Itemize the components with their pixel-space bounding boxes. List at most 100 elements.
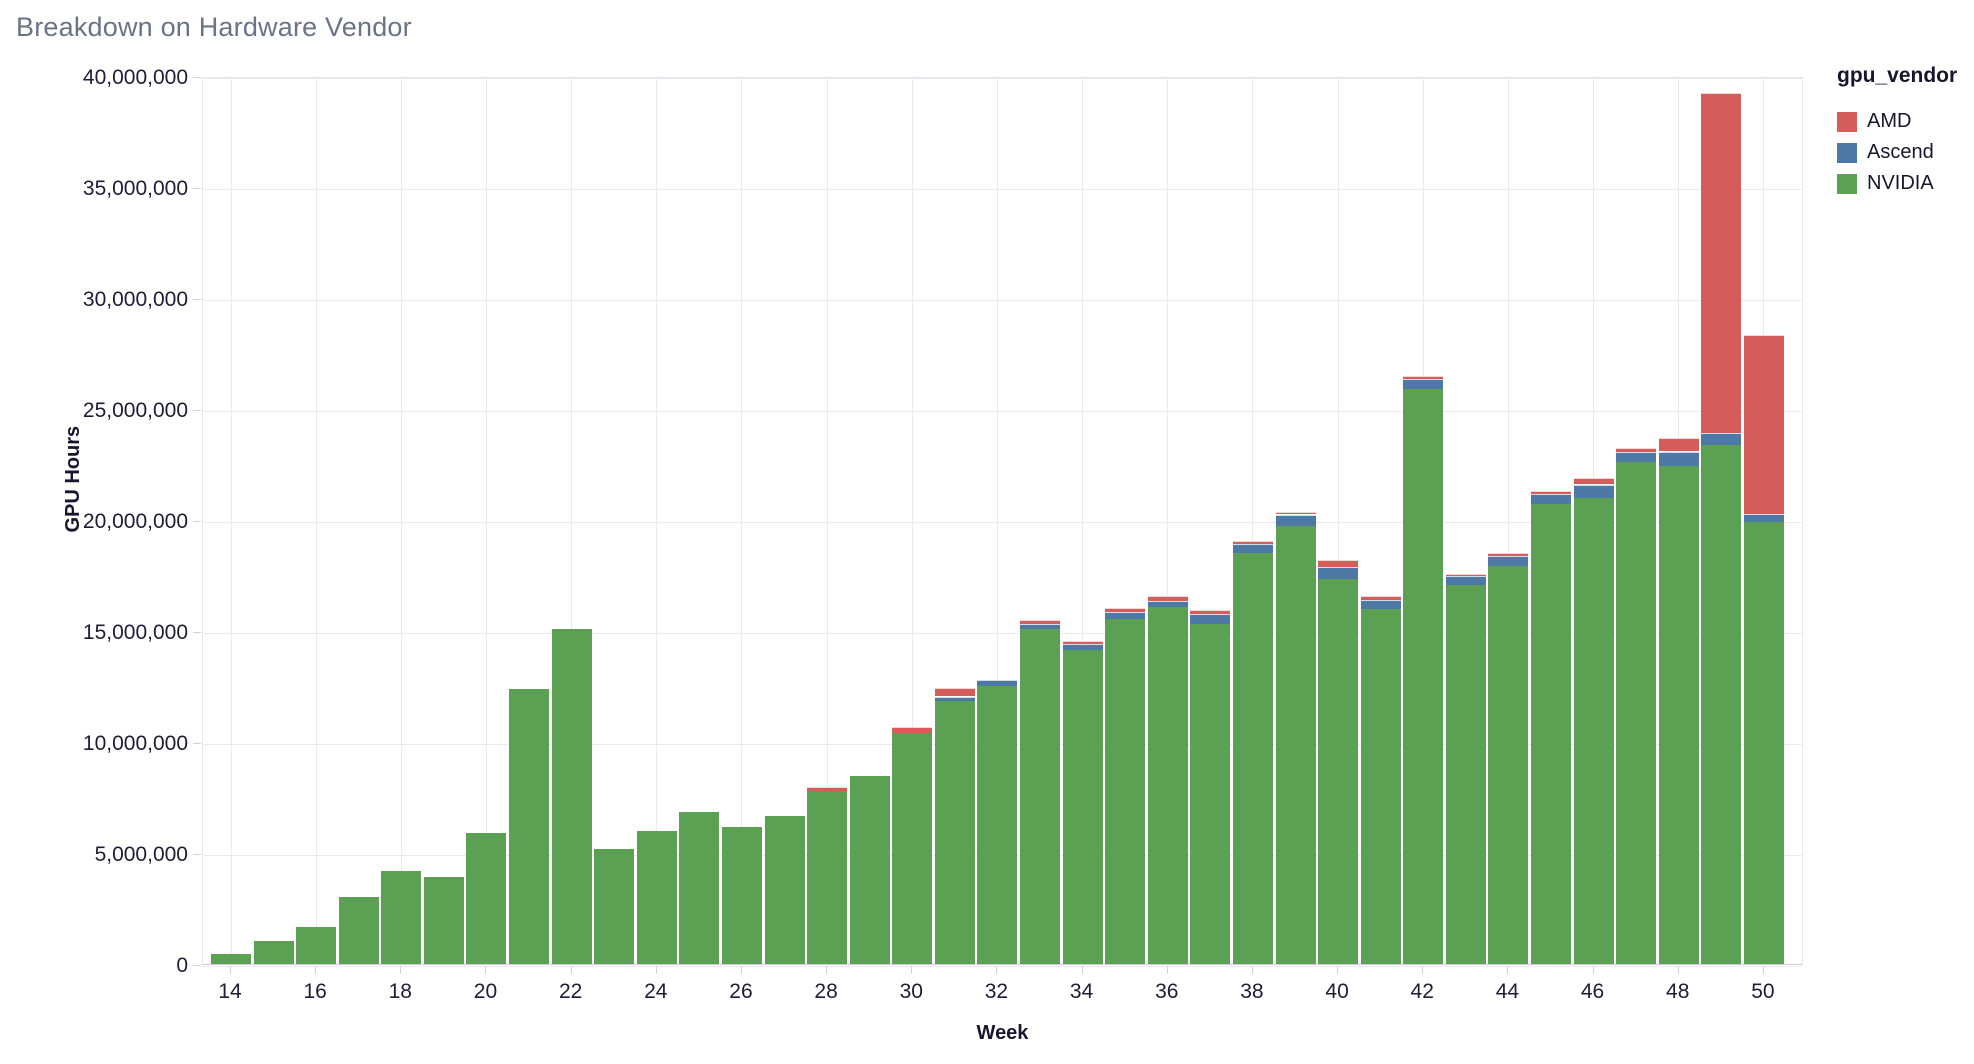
bar-segment-week-40-amd[interactable]	[1318, 560, 1359, 567]
bar-segment-week-39-ascend[interactable]	[1275, 515, 1316, 526]
bar-segment-week-36-amd[interactable]	[1147, 596, 1188, 601]
bar-segment-week-43-nvidia[interactable]	[1445, 585, 1486, 964]
bar-segment-week-42-ascend[interactable]	[1403, 379, 1444, 389]
bar-segment-week-17-nvidia[interactable]	[338, 897, 379, 964]
bar-segment-week-35-ascend[interactable]	[1105, 612, 1146, 619]
bar-segment-week-45-nvidia[interactable]	[1530, 504, 1571, 964]
bar-segment-week-49-nvidia[interactable]	[1701, 445, 1742, 964]
bar-segment-week-47-amd[interactable]	[1616, 448, 1657, 452]
bar-segment-week-49-amd[interactable]	[1701, 93, 1742, 433]
x-gridline	[1337, 78, 1339, 964]
bar-segment-week-43-ascend[interactable]	[1445, 576, 1486, 585]
x-gridline	[656, 78, 658, 964]
bar-segment-week-47-nvidia[interactable]	[1616, 462, 1657, 964]
bar-segment-week-49-ascend[interactable]	[1701, 433, 1742, 445]
y-axis-title: GPU Hours	[61, 425, 84, 533]
x-tick-label: 28	[814, 980, 838, 1003]
y-gridline	[203, 632, 1802, 634]
bar-segment-week-30-nvidia[interactable]	[892, 733, 933, 964]
bar-segment-week-35-amd[interactable]	[1105, 608, 1146, 612]
y-tick-mark	[193, 77, 201, 78]
legend-item-ascend: Ascend	[1837, 141, 1957, 164]
bar-segment-week-30-amd[interactable]	[892, 727, 933, 733]
bar-segment-week-38-nvidia[interactable]	[1232, 553, 1273, 964]
bar-segment-week-34-ascend[interactable]	[1062, 644, 1103, 650]
bar-segment-week-28-nvidia[interactable]	[807, 791, 848, 964]
y-tick-mark	[193, 410, 201, 411]
bar-segment-week-35-nvidia[interactable]	[1105, 619, 1146, 964]
y-tick-mark	[193, 632, 201, 633]
bar-segment-week-33-nvidia[interactable]	[1020, 629, 1061, 964]
bar-segment-week-39-nvidia[interactable]	[1275, 526, 1316, 964]
bar-segment-week-43-amd[interactable]	[1445, 574, 1486, 576]
bar-segment-week-45-ascend[interactable]	[1530, 494, 1571, 504]
bar-segment-week-36-ascend[interactable]	[1147, 601, 1188, 607]
bar-segment-week-15-nvidia[interactable]	[253, 941, 294, 964]
bar-segment-week-41-nvidia[interactable]	[1360, 609, 1401, 964]
bar-segment-week-48-ascend[interactable]	[1658, 452, 1699, 466]
bar-segment-week-37-nvidia[interactable]	[1190, 624, 1231, 964]
bar-segment-week-31-amd[interactable]	[934, 688, 975, 696]
x-tick-mark	[1166, 966, 1168, 974]
bar-segment-week-40-nvidia[interactable]	[1318, 579, 1359, 964]
bar-segment-week-45-amd[interactable]	[1530, 491, 1571, 494]
bar-segment-week-41-amd[interactable]	[1360, 596, 1401, 600]
x-gridline	[826, 78, 828, 964]
bar-segment-week-44-nvidia[interactable]	[1488, 566, 1529, 964]
bar-segment-week-23-nvidia[interactable]	[594, 849, 635, 964]
bar-segment-week-16-nvidia[interactable]	[296, 927, 337, 964]
x-tick-label: 46	[1580, 980, 1605, 1003]
x-gridline	[230, 78, 232, 964]
bar-segment-week-31-ascend[interactable]	[934, 697, 975, 701]
bar-segment-week-50-ascend[interactable]	[1743, 514, 1784, 522]
bar-segment-week-31-nvidia[interactable]	[934, 701, 975, 964]
bar-segment-week-38-amd[interactable]	[1232, 541, 1273, 544]
x-tick-mark	[655, 966, 657, 974]
y-gridline	[203, 299, 1802, 301]
bar-segment-week-24-nvidia[interactable]	[636, 831, 677, 964]
bar-segment-week-46-ascend[interactable]	[1573, 485, 1614, 498]
bar-segment-week-50-nvidia[interactable]	[1743, 522, 1784, 964]
bar-segment-week-26-nvidia[interactable]	[721, 827, 762, 964]
bar-segment-week-22-nvidia[interactable]	[551, 629, 592, 964]
bar-segment-week-39-amd[interactable]	[1275, 512, 1316, 514]
x-tick-mark	[570, 966, 572, 974]
bar-segment-week-25-nvidia[interactable]	[679, 812, 720, 964]
x-gridline	[1082, 78, 1084, 964]
bar-segment-week-50-amd[interactable]	[1743, 335, 1784, 514]
bar-segment-week-48-amd[interactable]	[1658, 438, 1699, 451]
bar-segment-week-32-ascend[interactable]	[977, 680, 1018, 686]
bar-segment-week-44-ascend[interactable]	[1488, 556, 1529, 566]
bar-segment-week-47-ascend[interactable]	[1616, 452, 1657, 462]
bar-segment-week-18-nvidia[interactable]	[381, 871, 422, 964]
bar-segment-week-40-ascend[interactable]	[1318, 567, 1359, 579]
y-gridline	[203, 188, 1802, 190]
bar-segment-week-33-ascend[interactable]	[1020, 624, 1061, 629]
bar-segment-week-27-nvidia[interactable]	[764, 816, 805, 964]
bar-segment-week-34-nvidia[interactable]	[1062, 650, 1103, 964]
bar-segment-week-33-amd[interactable]	[1020, 620, 1061, 624]
bar-segment-week-38-ascend[interactable]	[1232, 544, 1273, 553]
bar-segment-week-42-amd[interactable]	[1403, 376, 1444, 379]
bar-segment-week-32-nvidia[interactable]	[977, 686, 1018, 964]
y-tick-label: 35,000,000	[82, 177, 188, 200]
bar-segment-week-46-amd[interactable]	[1573, 478, 1614, 484]
bar-segment-week-19-nvidia[interactable]	[423, 877, 464, 964]
bar-segment-week-34-amd[interactable]	[1062, 641, 1103, 644]
bar-segment-week-36-nvidia[interactable]	[1147, 607, 1188, 964]
bar-segment-week-37-ascend[interactable]	[1190, 614, 1231, 624]
bar-segment-week-20-nvidia[interactable]	[466, 833, 507, 964]
x-tick-mark	[485, 966, 487, 974]
bar-segment-week-21-nvidia[interactable]	[509, 689, 550, 964]
bar-segment-week-44-amd[interactable]	[1488, 553, 1529, 556]
bar-segment-week-37-amd[interactable]	[1190, 610, 1231, 614]
bar-segment-week-29-nvidia[interactable]	[849, 776, 890, 964]
legend-items: AMD Ascend NVIDIA	[1837, 110, 1957, 195]
bar-segment-week-14-nvidia[interactable]	[211, 954, 251, 964]
x-tick-label: 44	[1495, 980, 1520, 1003]
bar-segment-week-41-ascend[interactable]	[1360, 600, 1401, 609]
bar-segment-week-46-nvidia[interactable]	[1573, 498, 1614, 964]
bar-segment-week-48-nvidia[interactable]	[1658, 466, 1699, 964]
bar-segment-week-42-nvidia[interactable]	[1403, 389, 1444, 964]
bar-segment-week-28-amd[interactable]	[807, 787, 848, 791]
